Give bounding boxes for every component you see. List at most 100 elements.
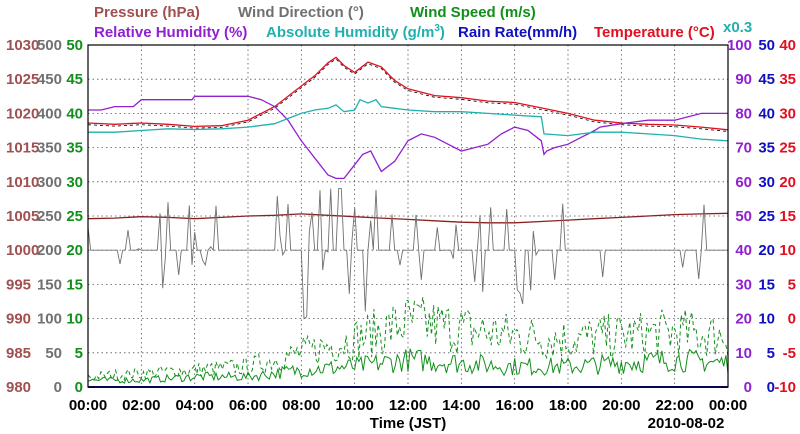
tick-label-wind-speed: 35 — [66, 140, 83, 157]
tick-label-wind-direction: 100 — [37, 311, 62, 328]
grid-lines — [88, 45, 728, 387]
tick-label-wind-direction: 350 — [37, 140, 62, 157]
tick-label-wind-direction: 400 — [37, 105, 62, 122]
series-relative-humidity — [88, 95, 728, 180]
legend-absolute-humidity-prefix: Absolute Humidity (g/m — [266, 24, 434, 41]
tick-label-wind-speed: 0 — [75, 379, 83, 396]
tick-label-wind-direction: 450 — [37, 71, 62, 88]
left-axes: 1030102510201015101010051000995990985980… — [6, 37, 83, 396]
x-tick-label: 00:00 — [709, 397, 747, 414]
chart-date: 2010-08-02 — [648, 415, 725, 432]
tick-label-wind-speed: 10 — [66, 311, 83, 328]
tick-label-temperature: -5 — [783, 345, 796, 362]
tick-label-temperature: 20 — [779, 174, 796, 191]
series-temperature — [87, 56, 729, 131]
series-wind-direction — [87, 188, 728, 320]
tick-label-temperature: 35 — [779, 71, 796, 88]
series-pressure — [87, 212, 729, 224]
tick-label-temperature: 25 — [779, 140, 796, 157]
tick-label-rain-rate: 45 — [758, 71, 775, 88]
tick-label-temperature: 10 — [779, 242, 796, 259]
tick-label-relative-humidity: 10 — [735, 345, 752, 362]
x-tick-label: 10:00 — [335, 397, 373, 414]
tick-label-relative-humidity: 80 — [735, 105, 752, 122]
tick-label-rain-rate: 10 — [758, 311, 775, 328]
tick-label-relative-humidity: 60 — [735, 174, 752, 191]
abs-humidity-scale-note: x0.3 — [723, 19, 752, 36]
tick-label-relative-humidity: 90 — [735, 71, 752, 88]
tick-label-pressure: 990 — [6, 311, 31, 328]
x-axis-label: Time (JST) — [370, 415, 446, 432]
tick-label-rain-rate: 40 — [758, 105, 775, 122]
plot-frame — [87, 44, 729, 388]
tick-label-wind-direction: 150 — [37, 276, 62, 293]
tick-label-pressure: 985 — [6, 345, 31, 362]
tick-label-pressure: 1020 — [6, 105, 39, 122]
tick-label-wind-speed: 20 — [66, 242, 83, 259]
tick-label-rain-rate: 20 — [758, 242, 775, 259]
x-tick-label: 06:00 — [229, 397, 267, 414]
tick-label-temperature: -10 — [774, 379, 796, 396]
tick-label-rain-rate: 50 — [758, 37, 775, 54]
series-absolute-humidity — [88, 98, 729, 142]
series-wind-speed-max — [87, 297, 729, 382]
legend-rain-rate: Rain Rate(mm/h) — [458, 24, 577, 41]
x-tick-label: 14:00 — [442, 397, 480, 414]
tick-label-pressure: 980 — [6, 379, 31, 396]
tick-label-wind-direction: 50 — [45, 345, 62, 362]
tick-label-temperature: 30 — [779, 105, 796, 122]
tick-label-relative-humidity: 50 — [735, 208, 752, 225]
tick-label-wind-direction: 200 — [37, 242, 62, 259]
x-tick-label: 20:00 — [602, 397, 640, 414]
legend-pressure: Pressure (hPa) — [94, 4, 200, 21]
x-tick-label: 08:00 — [282, 397, 320, 414]
tick-label-temperature: 0 — [788, 311, 796, 328]
x-tick-label: 12:00 — [389, 397, 427, 414]
tick-label-wind-speed: 25 — [66, 208, 83, 225]
tick-label-relative-humidity: 0 — [744, 379, 752, 396]
x-tick-label: 04:00 — [175, 397, 213, 414]
tick-label-relative-humidity: 20 — [735, 311, 752, 328]
tick-label-wind-speed: 50 — [66, 37, 83, 54]
tick-label-wind-speed: 30 — [66, 174, 83, 191]
tick-label-wind-direction: 300 — [37, 174, 62, 191]
right-axes: 1009080706050403020100504540353025201510… — [727, 37, 796, 396]
tick-label-rain-rate: 30 — [758, 174, 775, 191]
legend-absolute-humidity-suffix: ) — [440, 24, 445, 41]
tick-label-wind-direction: 0 — [54, 379, 62, 396]
series-wind-speed-avg — [87, 348, 729, 385]
x-tick-label: 02:00 — [122, 397, 160, 414]
legend-wind-speed: Wind Speed (m/s) — [410, 4, 536, 21]
tick-label-temperature: 40 — [779, 37, 796, 54]
tick-label-pressure: 1015 — [6, 140, 39, 157]
x-tick-label: 22:00 — [655, 397, 693, 414]
tick-label-wind-direction: 250 — [37, 208, 62, 225]
tick-label-pressure: 1025 — [6, 71, 39, 88]
tick-label-wind-speed: 15 — [66, 276, 83, 293]
tick-label-relative-humidity: 70 — [735, 140, 752, 157]
x-axis: 00:00 02:00 04:00 06:00 08:00 10:00 12:00 14:00… — [69, 397, 747, 414]
tick-label-temperature: 5 — [788, 276, 796, 293]
tick-label-rain-rate: 25 — [758, 208, 775, 225]
tick-label-rain-rate: 35 — [758, 140, 775, 157]
tick-label-wind-speed: 5 — [75, 345, 83, 362]
series-temperature-dashed — [87, 58, 729, 132]
tick-label-wind-speed: 40 — [66, 105, 83, 122]
tick-label-wind-speed: 45 — [66, 71, 83, 88]
tick-label-pressure: 1030 — [6, 37, 39, 54]
tick-label-pressure: 1000 — [6, 242, 39, 259]
tick-label-rain-rate: 15 — [758, 276, 775, 293]
x-tick-label: 00:00 — [69, 397, 107, 414]
x-tick-label: 18:00 — [549, 397, 587, 414]
legend-absolute-humidity: Absolute Humidity (g/m3) — [266, 23, 445, 41]
tick-label-temperature: 15 — [779, 208, 796, 225]
tick-label-relative-humidity: 100 — [727, 37, 752, 54]
tick-label-pressure: 1010 — [6, 174, 39, 191]
legend-temperature: Temperature (°C) — [594, 24, 715, 41]
tick-label-relative-humidity: 40 — [735, 242, 752, 259]
legend-relative-humidity: Relative Humidity (%) — [94, 24, 247, 41]
tick-label-rain-rate: 5 — [767, 345, 775, 362]
tick-label-relative-humidity: 30 — [735, 276, 752, 293]
legend-absolute-humidity-sup: 3 — [434, 23, 440, 34]
x-tick-label: 16:00 — [495, 397, 533, 414]
